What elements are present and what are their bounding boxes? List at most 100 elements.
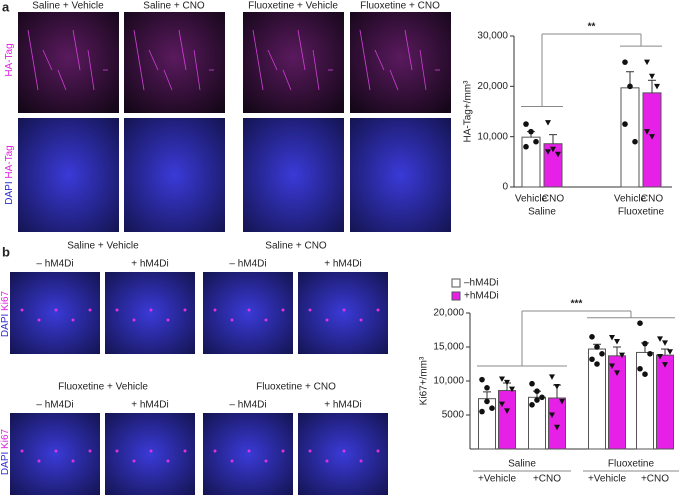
cell [88, 449, 92, 453]
bar [656, 354, 674, 450]
micrograph [18, 12, 119, 113]
data-point [554, 383, 560, 390]
column-label: Saline + Vehicle [32, 1, 104, 12]
cell [132, 459, 136, 463]
y-tick-label: 20,000 [433, 308, 464, 319]
sub-label: – hM4Di [36, 400, 73, 411]
fiber [374, 49, 385, 71]
row-label-part: DAPI [0, 452, 11, 475]
row-label-part: Ki67 [0, 428, 11, 448]
fiber [72, 29, 81, 71]
panel-label: b [2, 244, 10, 259]
data-point [528, 128, 534, 135]
legend-label: +hM4Di [464, 291, 499, 302]
cell [166, 318, 170, 322]
sub-label: – hM4Di [36, 259, 73, 270]
data-point [647, 351, 653, 357]
fiber [42, 49, 53, 71]
micrograph [124, 118, 225, 232]
y-tick-label: 5000 [442, 410, 465, 421]
data-point [644, 129, 650, 135]
bar [642, 92, 662, 188]
fiber [389, 69, 399, 91]
data-point [644, 59, 650, 66]
cell [230, 318, 234, 322]
data-point [484, 398, 490, 405]
y-tick-label: 15,000 [433, 342, 464, 353]
group-title: Fluoxetine + CNO [256, 382, 336, 393]
group-label: Saline [508, 459, 536, 470]
data-point [594, 344, 600, 350]
data-point [529, 402, 535, 408]
cell [342, 308, 346, 312]
cell [149, 449, 153, 453]
sub-label: + hM4Di [131, 259, 169, 270]
data-point [622, 121, 628, 127]
data-point [534, 388, 540, 395]
micrograph [10, 413, 100, 495]
row-label: HA-Tag [4, 43, 15, 76]
sub-label: + hM4Di [324, 400, 362, 411]
significance: *** [571, 299, 583, 310]
data-point [499, 401, 505, 408]
cell [88, 308, 92, 312]
data-point [589, 334, 595, 340]
fiber [359, 29, 371, 91]
cell [376, 449, 380, 453]
x-tick-label: +Vehicle [588, 474, 627, 485]
micrograph [298, 413, 388, 495]
cell [183, 449, 187, 453]
y-tick-label: 20,000 [477, 81, 508, 92]
data-point [559, 398, 565, 405]
fiber [267, 49, 278, 71]
data-point [550, 146, 556, 153]
fiber [252, 29, 264, 91]
cell [264, 459, 268, 463]
data-point [484, 385, 490, 391]
column-label: Fluoxetine + Vehicle [248, 1, 338, 12]
group-label: Saline [528, 207, 556, 218]
data-point [509, 386, 515, 393]
data-point [555, 151, 561, 158]
cell [281, 308, 285, 312]
data-point [479, 376, 485, 383]
column-label: Fluoxetine + CNO [360, 1, 440, 12]
bar [548, 397, 566, 450]
data-point [589, 356, 595, 363]
sub-label: – hM4Di [229, 259, 266, 270]
fiber [193, 49, 201, 91]
data-point [545, 120, 551, 126]
fiber [148, 49, 159, 71]
data-point [662, 362, 668, 368]
cell [54, 308, 58, 312]
cell [359, 318, 363, 322]
data-point [642, 340, 648, 347]
row-label: DAPI Ki67 [0, 428, 11, 475]
fiber [27, 29, 39, 91]
data-point [549, 374, 555, 380]
cell [281, 449, 285, 453]
data-point [619, 352, 625, 359]
cell [115, 308, 119, 312]
data-point [534, 397, 540, 403]
y-axis-label: Ki67+/mm³ [419, 356, 430, 405]
data-point [637, 365, 643, 372]
x-tick-label: +Vehicle [478, 474, 517, 485]
micrograph [298, 272, 388, 354]
data-point [609, 363, 615, 370]
cell [247, 308, 251, 312]
data-point [599, 351, 605, 357]
cell [213, 449, 217, 453]
data-point [614, 339, 620, 345]
data-point [632, 138, 638, 145]
row-label: DAPI Ki67 [0, 290, 11, 337]
fiber [87, 49, 95, 91]
micrograph [350, 12, 451, 113]
data-point [637, 320, 643, 327]
group-title: Saline + Vehicle [67, 241, 139, 252]
fiber [282, 69, 292, 91]
row-label-part: Ki67 [0, 290, 11, 310]
data-point [504, 379, 510, 386]
data-point [614, 370, 620, 376]
cell [20, 308, 24, 312]
